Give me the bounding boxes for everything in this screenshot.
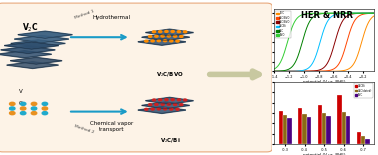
- Bar: [279, 111, 283, 144]
- Text: V$_2$C/BVO: V$_2$C/BVO: [156, 70, 184, 79]
- Circle shape: [31, 102, 37, 105]
- Polygon shape: [146, 29, 194, 36]
- Circle shape: [20, 107, 26, 110]
- Circle shape: [161, 35, 164, 37]
- Circle shape: [180, 35, 183, 37]
- Bar: [298, 108, 302, 144]
- Bar: [287, 118, 291, 144]
- Text: Method 2: Method 2: [73, 124, 94, 134]
- Circle shape: [151, 40, 154, 42]
- Text: HER & NRR: HER & NRR: [301, 11, 353, 20]
- Polygon shape: [7, 62, 59, 69]
- Text: Method 1: Method 1: [73, 9, 94, 20]
- Circle shape: [170, 108, 173, 110]
- Bar: [326, 116, 331, 144]
- Bar: [366, 139, 370, 144]
- Polygon shape: [1, 46, 55, 53]
- Circle shape: [42, 112, 48, 115]
- Bar: [361, 136, 366, 144]
- Y-axis label: j (mA cm⁻²): j (mA cm⁻²): [261, 28, 265, 52]
- Text: V$_2$C/Bi: V$_2$C/Bi: [160, 136, 180, 145]
- Circle shape: [9, 107, 15, 110]
- Circle shape: [20, 102, 26, 105]
- Circle shape: [157, 40, 160, 42]
- Text: V$_2$C: V$_2$C: [22, 22, 38, 34]
- Circle shape: [159, 31, 162, 33]
- X-axis label: potential (V vs. RHE): potential (V vs. RHE): [303, 80, 345, 84]
- Polygon shape: [138, 107, 186, 113]
- Circle shape: [176, 40, 179, 42]
- Circle shape: [177, 99, 181, 101]
- Bar: [307, 117, 311, 144]
- Polygon shape: [11, 40, 65, 47]
- Circle shape: [163, 40, 167, 42]
- Polygon shape: [18, 31, 73, 38]
- Circle shape: [163, 108, 167, 110]
- Bar: [283, 115, 287, 144]
- Polygon shape: [10, 57, 62, 64]
- Text: Hydrothermal: Hydrothermal: [93, 15, 130, 20]
- Circle shape: [151, 108, 154, 110]
- Circle shape: [152, 99, 156, 101]
- Bar: [322, 113, 326, 144]
- Text: V: V: [19, 89, 22, 94]
- Circle shape: [174, 35, 177, 37]
- Circle shape: [152, 31, 156, 33]
- Polygon shape: [5, 42, 59, 49]
- Circle shape: [145, 40, 148, 42]
- Text: C: C: [19, 101, 22, 106]
- Circle shape: [167, 103, 170, 105]
- Circle shape: [149, 104, 152, 106]
- Bar: [302, 114, 307, 144]
- Bar: [346, 116, 350, 144]
- X-axis label: potential (V vs. RHE): potential (V vs. RHE): [303, 153, 345, 155]
- Circle shape: [183, 99, 187, 101]
- Legend: V2CBi, V2C(doted), BVC: V2CBi, V2C(doted), BVC: [354, 83, 373, 98]
- Circle shape: [42, 102, 48, 105]
- Polygon shape: [14, 35, 69, 43]
- Legend: Pt/C, V2C/BVO, V2C/BVO, V2CBi, V2C, BVO: Pt/C, V2C/BVO, V2C/BVO, V2CBi, V2C, BVO: [275, 11, 291, 38]
- Circle shape: [157, 108, 160, 110]
- Circle shape: [155, 104, 158, 105]
- Circle shape: [183, 31, 187, 33]
- Circle shape: [149, 35, 152, 37]
- Polygon shape: [142, 34, 190, 41]
- Polygon shape: [142, 102, 190, 109]
- FancyBboxPatch shape: [0, 3, 272, 152]
- Text: Chemical vapor
transport: Chemical vapor transport: [90, 121, 133, 132]
- Circle shape: [161, 103, 164, 105]
- Circle shape: [170, 40, 173, 42]
- Polygon shape: [146, 97, 194, 104]
- Circle shape: [180, 104, 183, 106]
- Circle shape: [165, 31, 168, 32]
- Circle shape: [177, 31, 181, 33]
- Polygon shape: [0, 51, 52, 58]
- Circle shape: [167, 35, 170, 37]
- Y-axis label: FE (%): FE (%): [263, 106, 267, 120]
- Polygon shape: [138, 38, 186, 45]
- Circle shape: [9, 102, 15, 105]
- Circle shape: [42, 107, 48, 110]
- Circle shape: [31, 112, 37, 115]
- Bar: [357, 132, 361, 144]
- Circle shape: [9, 112, 15, 115]
- Bar: [342, 112, 346, 144]
- Circle shape: [176, 108, 179, 110]
- Circle shape: [31, 107, 37, 110]
- Bar: [337, 95, 342, 144]
- Circle shape: [159, 99, 162, 101]
- Circle shape: [171, 31, 174, 32]
- Circle shape: [171, 99, 174, 101]
- Circle shape: [145, 108, 148, 110]
- Circle shape: [174, 104, 177, 105]
- Bar: [318, 105, 322, 144]
- Circle shape: [155, 35, 158, 37]
- Circle shape: [165, 99, 168, 101]
- Circle shape: [20, 112, 26, 115]
